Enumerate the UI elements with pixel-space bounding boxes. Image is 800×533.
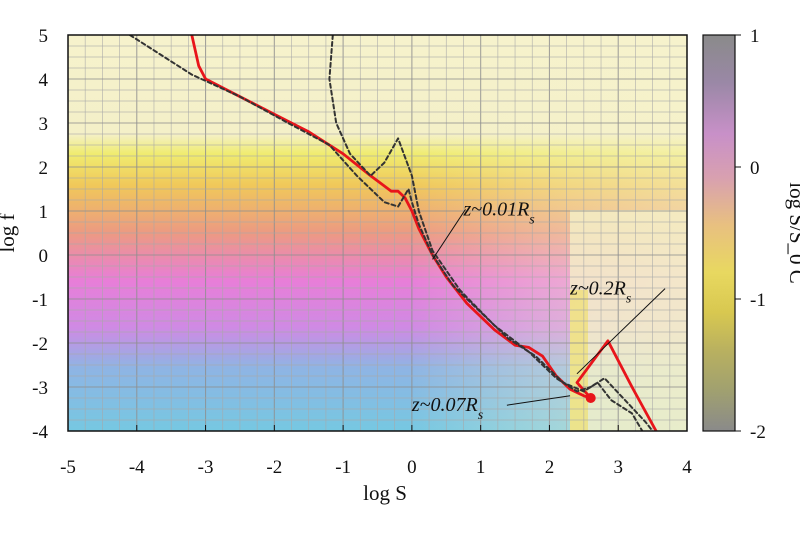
- y-tick-label: -1: [32, 290, 48, 311]
- x-tick-label: -4: [129, 457, 145, 478]
- y-axis-label: log f: [0, 213, 19, 252]
- series-group: [128, 35, 658, 431]
- y-tick-label: 4: [39, 70, 49, 91]
- x-axis-label: log S: [363, 481, 407, 505]
- x-tick-label: 4: [682, 457, 692, 478]
- grid: [68, 35, 687, 431]
- y-tick-label: -3: [32, 378, 48, 399]
- x-tick-label: 2: [545, 457, 555, 478]
- y-tick-label: -2: [32, 334, 48, 355]
- colorbar: 1 0 -1 -2 log S/S_0 C: [702, 26, 800, 443]
- series-endpoint-marker: [585, 393, 596, 403]
- y-tick-label: 0: [39, 246, 49, 267]
- colorbar-gradient: [702, 34, 736, 432]
- y-tick-label: 5: [39, 26, 49, 47]
- y-tick-label: 3: [39, 114, 49, 135]
- colorbar-tick-label: -2: [750, 422, 766, 443]
- annotation-leader-line: [506, 395, 571, 406]
- x-tick-label: 1: [476, 457, 486, 478]
- y-tick-label: 1: [39, 202, 49, 223]
- x-tick-label: 3: [613, 457, 623, 478]
- y-tick-label: -4: [32, 422, 48, 443]
- annotation-leader-line: [576, 288, 666, 375]
- x-tick-label: -5: [60, 457, 76, 478]
- x-tick-label: 0: [407, 457, 417, 478]
- y-tick-labels: 5 4 3 2 1 0 -1 -2 -3 -4: [32, 26, 48, 443]
- colorbar-tick-label: -1: [750, 290, 766, 311]
- colorbar-tick-label: 1: [750, 26, 760, 47]
- x-tick-label: -3: [198, 457, 214, 478]
- x-tick-label: -2: [266, 457, 282, 478]
- series-line-3: [328, 35, 654, 431]
- heatmap-right-band: [570, 290, 588, 431]
- colorbar-tick-label: 0: [750, 158, 760, 179]
- colorbar-ticks: 1 0 -1 -2: [735, 26, 766, 443]
- colorbar-label: log S/S_0 C: [785, 182, 800, 284]
- x-tick-labels: -5 -4 -3 -2 -1 0 1 2 3 4: [60, 425, 692, 478]
- plot-frame: [67, 34, 688, 432]
- x-tick-label: -1: [335, 457, 351, 478]
- annotation-leader-line: [432, 209, 466, 260]
- y-tick-label: 2: [39, 158, 49, 179]
